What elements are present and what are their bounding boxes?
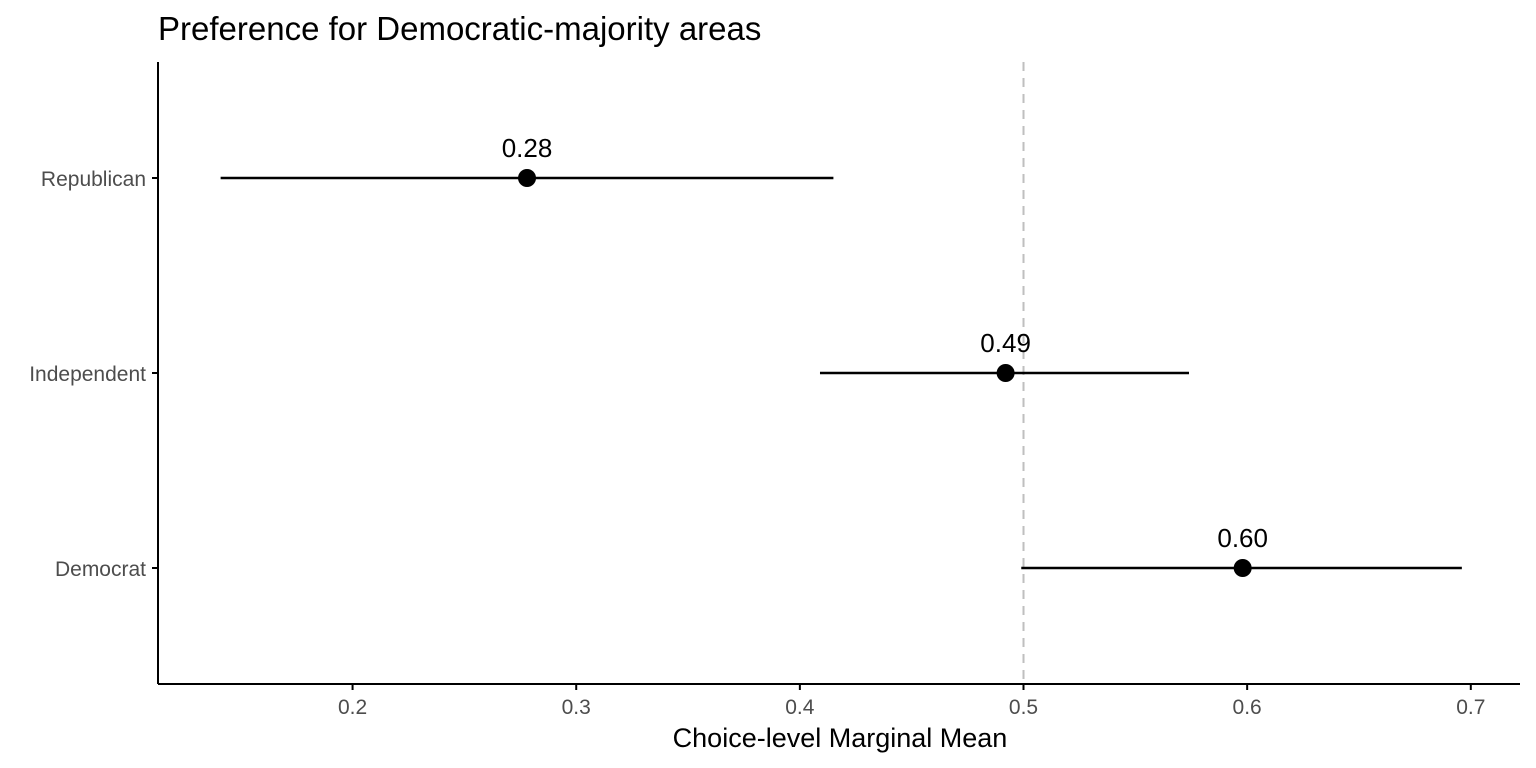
x-tick-label: 0.4 [785,696,815,719]
x-tick-label: 0.2 [338,696,367,719]
x-axis: 0.2 0.3 0.4 0.5 0.6 0.7 [338,684,1485,719]
y-tick-label: Independent [29,363,146,386]
plot-area: 0.28 0.49 0.60 [220,133,1462,577]
data-label: 0.28 [502,133,553,163]
point-estimate [1233,559,1252,577]
x-tick-label: 0.5 [1009,696,1038,719]
x-axis-title: Choice-level Marginal Mean [673,723,1008,753]
point-estimate [518,169,537,187]
x-tick-label: 0.6 [1233,696,1262,719]
data-label: 0.49 [980,328,1031,358]
y-tick-label: Republican [41,168,146,191]
y-tick-label: Democrat [55,558,146,581]
y-axis: Republican Independent Democrat [29,168,158,581]
x-tick-label: 0.3 [562,696,591,719]
chart-title: Preference for Democratic-majority areas [158,10,761,47]
point-estimate [996,364,1015,382]
x-tick-label: 0.7 [1456,696,1485,719]
data-label: 0.60 [1217,523,1268,553]
